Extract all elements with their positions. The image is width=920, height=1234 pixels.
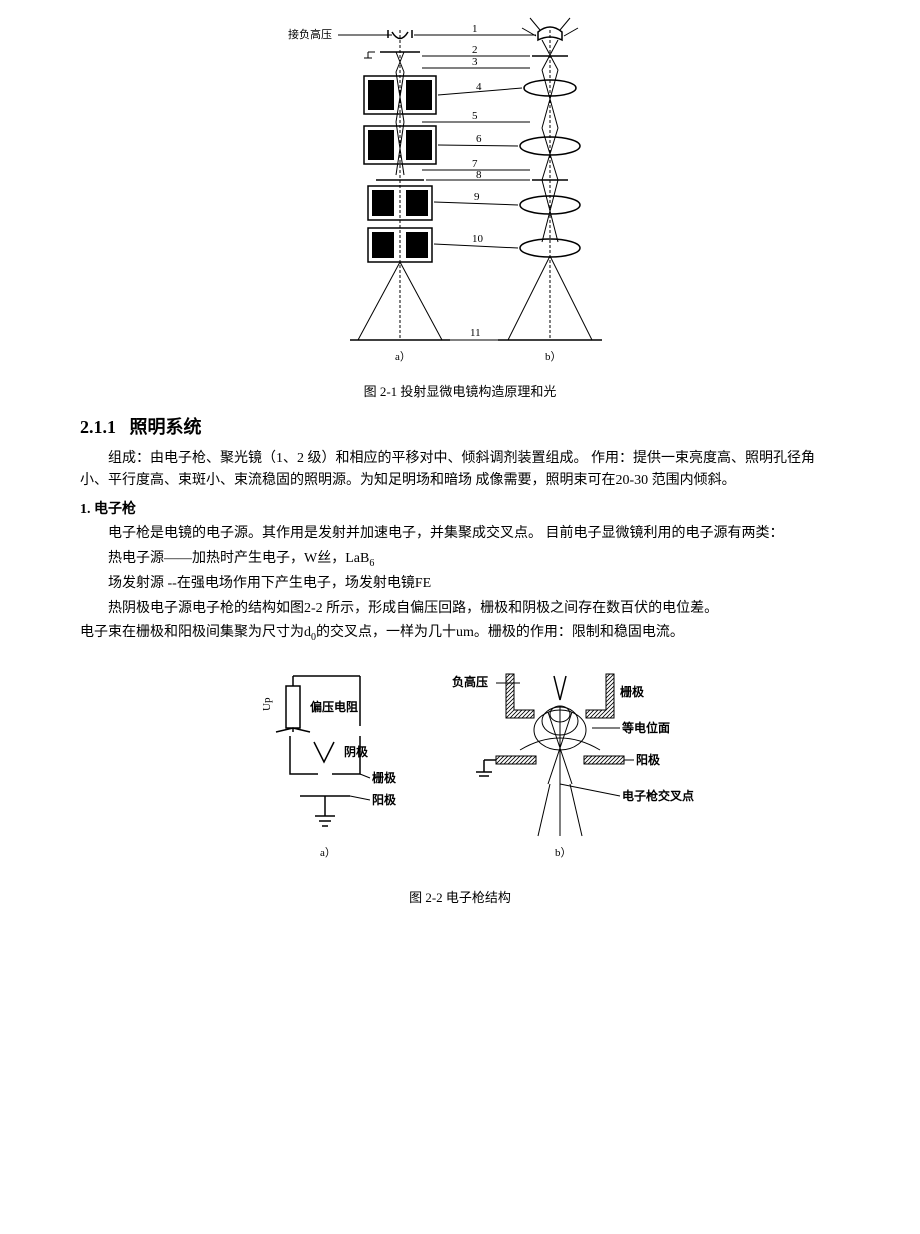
svg-text:5: 5 (472, 110, 478, 122)
section-title: 照明系统 (130, 417, 202, 437)
subheading-electron-gun: 1. 电子枪 (80, 499, 840, 521)
sub-number: 1. (80, 502, 91, 517)
para-thermionic-source: 热电子源——加热时产生电子，W丝，LaB6 (80, 548, 840, 572)
svg-text:2: 2 (472, 44, 478, 56)
para-field-emission-source: 场发射源 --在强电场作用下产生电子，场发射电镜FE (80, 573, 840, 595)
svg-text:6: 6 (476, 133, 482, 145)
fig2-label-a: a） (320, 846, 336, 859)
figure-2-2: Up 偏压电阻 阴极 栅极 阳极 a） 负高压 栅极 (80, 656, 840, 909)
svg-text:偏压电阻: 偏压电阻 (310, 699, 358, 714)
svg-text:阳极: 阳极 (636, 752, 661, 767)
svg-text:栅极: 栅极 (372, 770, 397, 785)
section-heading-2-1-1: 2.1.1 照明系统 (80, 413, 840, 442)
figure-2-1-svg: 接负高压 (280, 10, 640, 370)
svg-text:9: 9 (474, 191, 480, 203)
para-gun-structure-line1: 热阴极电子源电子枪的结构如图2-2 所示，形成自偏压回路，栅极和阴极之间存在数百… (80, 598, 840, 620)
sub-title: 电子枪 (94, 502, 136, 517)
para3-subscript: 6 (369, 557, 374, 568)
svg-text:10: 10 (472, 233, 484, 245)
svg-text:4: 4 (476, 81, 482, 93)
svg-text:栅极: 栅极 (620, 684, 645, 699)
para-gun-structure-line2: 电子束在栅极和阳极间集聚为尺寸为d0的交叉点，一样为几十um。栅极的作用：限制和… (80, 622, 840, 646)
svg-text:11: 11 (470, 327, 481, 339)
para5-prefix: 电子束在栅极和阳极间集聚为尺寸为d (80, 625, 311, 640)
para-composition: 组成：由电子枪、聚光镜（1、2 级）和相应的平移对中、倾斜调剂装置组成。 作用：… (80, 448, 840, 493)
para5-suffix: 的交叉点，一样为几十um。栅极的作用：限制和稳固电流。 (316, 625, 684, 640)
figure-2-2-caption: 图 2-2 电子枪结构 (80, 888, 840, 909)
para3-text: 热电子源——加热时产生电子，W丝，LaB (108, 551, 369, 566)
svg-text:等电位面: 等电位面 (621, 720, 670, 735)
fig1-label-b: b） (545, 350, 562, 363)
svg-text:阳极: 阳极 (372, 792, 397, 807)
svg-text:Up: Up (261, 697, 273, 711)
figure-2-2-svg: Up 偏压电阻 阴极 栅极 阳极 a） 负高压 栅极 (220, 656, 700, 876)
svg-text:8: 8 (476, 169, 482, 181)
section-number: 2.1.1 (80, 417, 116, 437)
figure-2-1-caption: 图 2-1 投射显微电镜构造原理和光 (80, 382, 840, 403)
para-electron-gun-intro: 电子枪是电镜的电子源。其作用是发射并加速电子，并集聚成交叉点。 目前电子显微镜利… (80, 523, 840, 545)
svg-text:3: 3 (472, 56, 478, 68)
svg-text:电子枪交叉点: 电子枪交叉点 (622, 788, 694, 803)
fig2-label-b: b） (555, 846, 572, 859)
svg-text:负高压: 负高压 (452, 674, 488, 689)
svg-text:阴极: 阴极 (344, 744, 369, 759)
svg-text:1: 1 (472, 23, 478, 35)
figure-2-1: 接负高压 (80, 10, 840, 403)
fig1-label-a: a） (395, 350, 411, 363)
fig1-label-left: 接负高压 (288, 27, 332, 41)
